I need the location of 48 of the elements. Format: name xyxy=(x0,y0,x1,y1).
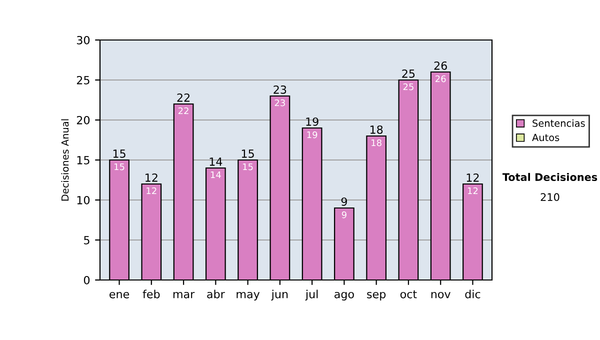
x-tick-label: jun xyxy=(271,290,288,300)
text: 210 xyxy=(540,193,560,202)
total-label: 23 xyxy=(274,85,286,94)
y-tick-label: 0 xyxy=(84,276,90,284)
total-label: 9 xyxy=(341,197,347,206)
legend-label: Autos xyxy=(532,134,560,142)
total-label: 15 xyxy=(242,150,254,158)
data-label: 9 xyxy=(342,211,346,218)
y-tick-label: 15 xyxy=(77,156,90,164)
total-label: 19 xyxy=(306,117,318,126)
legend-label: Sentencias xyxy=(532,119,585,127)
x-tick-label: oct xyxy=(400,290,417,298)
x-tick-label: sep xyxy=(367,292,386,300)
data-label: 19 xyxy=(307,131,318,138)
total-label: 18 xyxy=(370,125,383,134)
y-tick-label: 10 xyxy=(77,196,90,204)
x-tick-label: mar xyxy=(173,292,195,298)
data-label: 18 xyxy=(372,139,382,146)
data-label: 26 xyxy=(436,75,446,82)
x-tick-label: ago xyxy=(334,292,354,300)
data-label: 23 xyxy=(274,99,285,106)
y-tick-label: 20 xyxy=(76,116,90,124)
y-tick-label: 30 xyxy=(76,36,90,44)
x-tick-label: nov xyxy=(431,292,450,298)
text: Total Decisiones xyxy=(502,172,598,182)
y-tick-label: 25 xyxy=(76,76,90,84)
data-label: 12 xyxy=(146,187,156,194)
data-label: 15 xyxy=(114,163,124,170)
data-label: 22 xyxy=(178,107,188,114)
y-tick-label: 5 xyxy=(84,236,90,244)
x-tick-label: feb xyxy=(142,290,160,298)
total-label: 26 xyxy=(434,61,447,70)
x-tick-label: may xyxy=(236,292,260,300)
data-label: 12 xyxy=(468,187,478,194)
x-tick-label: abr xyxy=(207,290,225,298)
x-tick-label: ene xyxy=(110,292,130,298)
data-label: 25 xyxy=(403,83,414,90)
total-label: 25 xyxy=(402,69,415,78)
data-label: 14 xyxy=(210,171,221,178)
total-label: 22 xyxy=(177,93,190,102)
total-label: 15 xyxy=(113,150,126,158)
total-label: 14 xyxy=(210,158,222,166)
y-axis-title: Decisiones Anual xyxy=(61,119,69,201)
x-tick-label: jul xyxy=(305,290,318,300)
total-label: 12 xyxy=(466,173,479,182)
data-label: 15 xyxy=(243,163,253,170)
x-tick-label: dic xyxy=(465,290,480,298)
total-label: 12 xyxy=(146,173,158,182)
